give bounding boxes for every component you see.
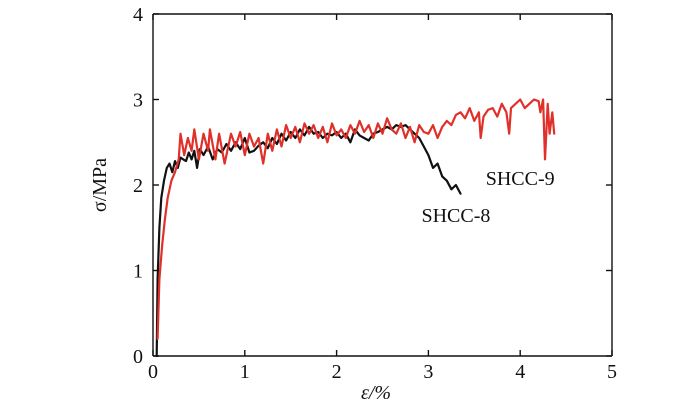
y-tick-label: 2 [133,175,143,197]
y-axis-title: σ/MPa [89,158,111,212]
x-tick-label: 2 [332,361,342,383]
series-group [155,98,556,358]
y-ticks: 0 1 2 3 4 [133,4,612,368]
series-label-shcc-9: SHCC-9 [486,168,555,190]
y-tick-label: 0 [133,346,143,368]
x-tick-label: 4 [515,361,525,383]
x-ticks: 0 1 2 3 4 5 [148,14,617,383]
y-tick-label: 4 [133,4,143,26]
series-line-shcc-9 [156,98,556,340]
y-tick-label: 3 [133,90,143,112]
x-tick-label: 1 [240,361,250,383]
y-tick-label: 1 [133,261,143,283]
plot-frame [152,13,613,357]
x-tick-label: 0 [148,361,158,383]
series-label-shcc-8: SHCC-8 [421,205,490,227]
x-tick-label: 5 [607,361,617,383]
series-line-shcc-8 [155,123,462,358]
x-axis-title: ε/% [361,382,391,404]
x-tick-label: 3 [423,361,433,383]
annotation-group: SHCC-8 SHCC-9 [421,168,554,227]
